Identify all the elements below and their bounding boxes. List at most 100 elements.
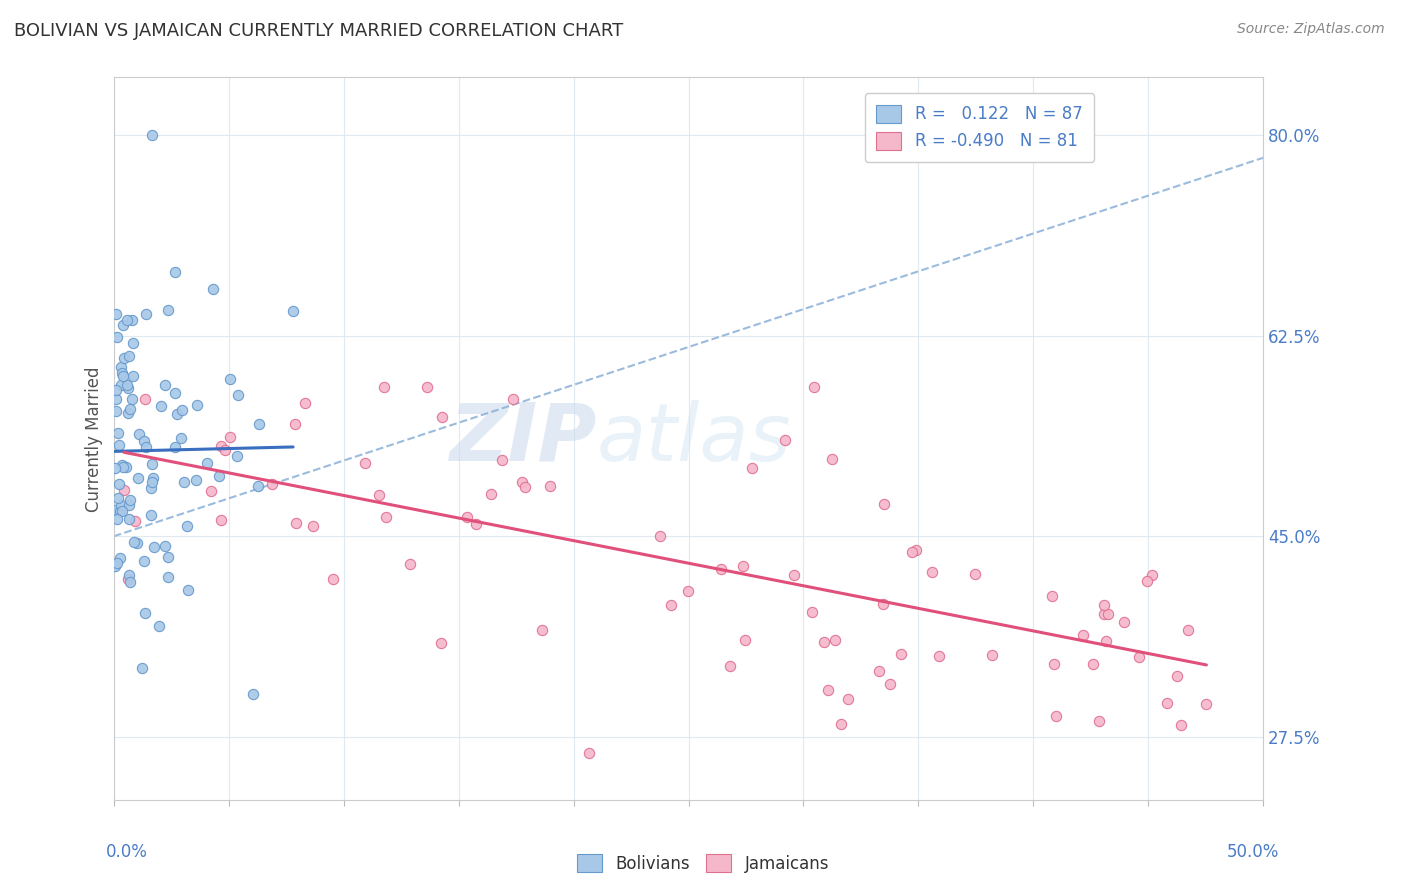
Point: [905, 543, 928, 558]
Point: [824, 633, 846, 648]
Point: [135, 307, 157, 321]
Point: [156, 569, 179, 583]
Point: [226, 388, 249, 402]
Point: [124, 514, 146, 528]
Point: [800, 605, 823, 619]
Point: [965, 566, 987, 581]
Point: [1156, 696, 1178, 710]
Point: [294, 396, 316, 410]
Point: [242, 687, 264, 701]
Point: [353, 456, 375, 470]
Point: [115, 378, 138, 392]
Point: [1177, 624, 1199, 638]
Point: [110, 359, 132, 374]
Point: [491, 453, 513, 467]
Y-axis label: Currently Married: Currently Married: [86, 366, 103, 511]
Point: [921, 565, 943, 579]
Point: [134, 392, 156, 406]
Point: [322, 572, 344, 586]
Point: [1140, 568, 1163, 582]
Point: [218, 372, 240, 386]
Point: [209, 513, 232, 527]
Point: [111, 318, 134, 332]
Point: [284, 417, 307, 431]
Text: 0.0%: 0.0%: [105, 843, 148, 861]
Point: [247, 479, 270, 493]
Point: [127, 471, 149, 485]
Point: [127, 535, 149, 549]
Point: [734, 632, 756, 647]
Point: [104, 559, 127, 574]
Point: [530, 623, 553, 637]
Point: [120, 493, 142, 508]
Point: [142, 470, 165, 484]
Point: [122, 369, 145, 384]
Point: [128, 427, 150, 442]
Point: [872, 597, 894, 611]
Point: [166, 408, 188, 422]
Point: [225, 449, 247, 463]
Point: [813, 634, 835, 648]
Point: [117, 572, 139, 586]
Point: [104, 392, 127, 407]
Point: [107, 491, 129, 505]
Point: [131, 661, 153, 675]
Point: [111, 369, 134, 384]
Point: [121, 313, 143, 327]
Point: [659, 598, 682, 612]
Point: [1097, 607, 1119, 622]
Point: [302, 519, 325, 533]
Point: [773, 433, 796, 447]
Point: [118, 575, 141, 590]
Point: [1136, 574, 1159, 588]
Point: [209, 439, 232, 453]
Point: [163, 385, 186, 400]
Point: [118, 512, 141, 526]
Point: [1195, 697, 1218, 711]
Point: [105, 307, 128, 321]
Point: [105, 512, 128, 526]
Point: [1166, 669, 1188, 683]
Point: [783, 567, 806, 582]
Point: [118, 567, 141, 582]
Point: [1112, 615, 1135, 629]
Point: [153, 540, 176, 554]
Point: [1128, 649, 1150, 664]
Point: [731, 558, 754, 573]
Point: [176, 519, 198, 533]
Point: [281, 303, 304, 318]
Text: atlas: atlas: [596, 400, 792, 478]
Point: [1170, 718, 1192, 732]
Point: [111, 367, 134, 381]
Point: [111, 504, 134, 518]
Point: [284, 516, 307, 531]
Point: [108, 551, 131, 566]
Point: [110, 498, 132, 512]
Point: [112, 483, 135, 497]
Point: [868, 665, 890, 679]
Point: [122, 535, 145, 549]
Point: [208, 468, 231, 483]
Point: [1087, 714, 1109, 728]
Point: [150, 399, 173, 413]
Point: [141, 508, 163, 523]
Point: [1040, 589, 1063, 603]
Point: [195, 456, 218, 470]
Point: [186, 398, 208, 412]
Point: [430, 636, 453, 650]
Point: [817, 682, 839, 697]
Point: [148, 619, 170, 633]
Point: [132, 434, 155, 448]
Point: [104, 503, 127, 517]
Point: [218, 430, 240, 444]
Point: [803, 380, 825, 394]
Point: [676, 584, 699, 599]
Point: [132, 554, 155, 568]
Point: [141, 128, 163, 142]
Point: [108, 438, 131, 452]
Point: [112, 351, 135, 366]
Point: [111, 460, 134, 475]
Point: [879, 676, 901, 690]
Point: [416, 380, 439, 394]
Point: [202, 282, 225, 296]
